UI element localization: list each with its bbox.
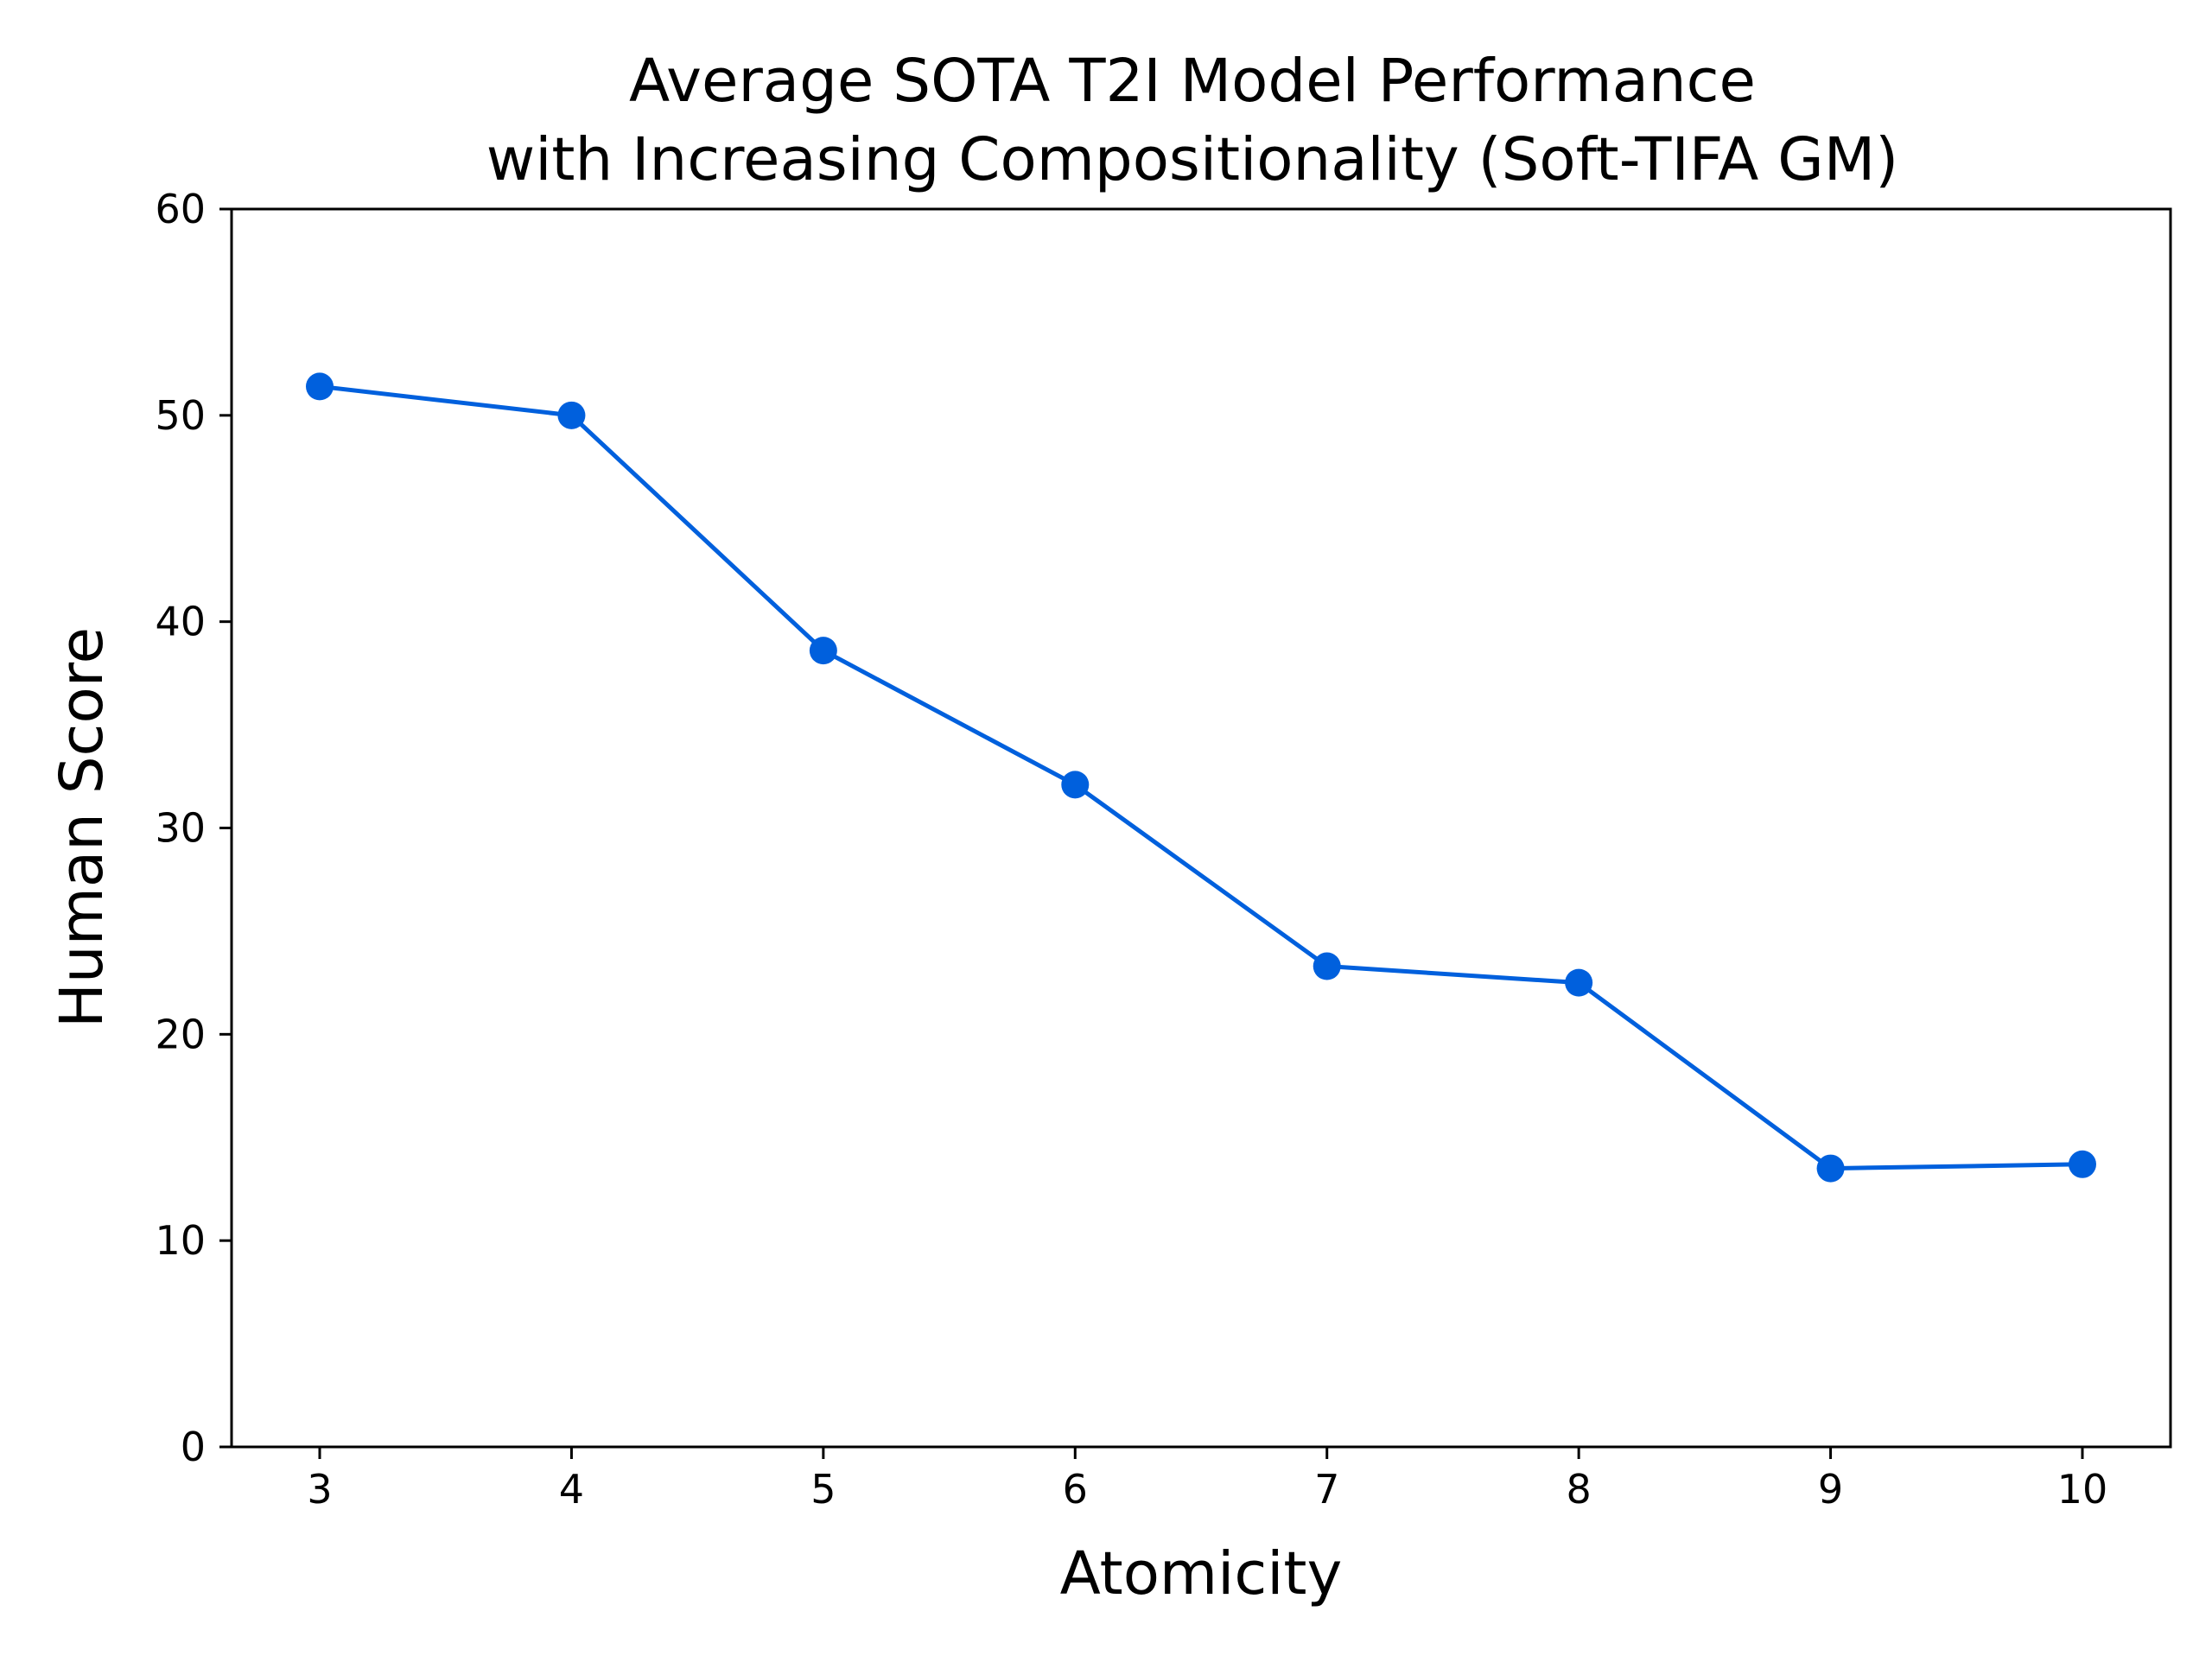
series-line [317, 384, 2085, 1171]
data-point [809, 637, 837, 665]
y-tick-label: 20 [155, 1011, 206, 1057]
data-point [557, 401, 586, 429]
data-point [2069, 1150, 2096, 1178]
chart-title-line-2: with Increasing Compositionality (Soft-T… [486, 125, 1898, 194]
y-axis-label: Human Score [48, 627, 117, 1028]
data-point [1061, 771, 1090, 799]
y-tick-label: 40 [155, 599, 206, 645]
x-axis-label: Atomicity [1060, 1539, 1343, 1608]
axes-frame [230, 207, 2172, 1449]
x-axis: 3 4 5 6 7 8 9 10 [307, 1447, 2107, 1513]
x-tick-label: 4 [559, 1466, 584, 1513]
x-tick-label: 9 [1818, 1466, 1843, 1513]
x-tick-label: 6 [1063, 1466, 1088, 1513]
chart-title-line-1: Average SOTA T2I Model Performance [629, 47, 1756, 116]
x-tick-label: 5 [810, 1466, 836, 1513]
y-tick-label: 50 [155, 392, 206, 439]
y-tick-label: 30 [155, 805, 206, 852]
x-tick-label: 10 [2057, 1466, 2108, 1513]
y-axis: 0 10 20 30 40 50 60 [155, 186, 232, 1470]
data-point [306, 372, 334, 401]
x-tick-label: 8 [1567, 1466, 1592, 1513]
x-tick-label: 7 [1314, 1466, 1339, 1513]
data-point [1816, 1154, 1845, 1183]
y-tick-label: 60 [155, 186, 206, 232]
y-tick-label: 10 [155, 1217, 206, 1264]
plot-area [306, 372, 2096, 1183]
data-point [1565, 968, 1593, 997]
x-tick-label: 3 [307, 1466, 332, 1513]
y-tick-label: 0 [181, 1424, 206, 1470]
data-point [1313, 952, 1341, 980]
